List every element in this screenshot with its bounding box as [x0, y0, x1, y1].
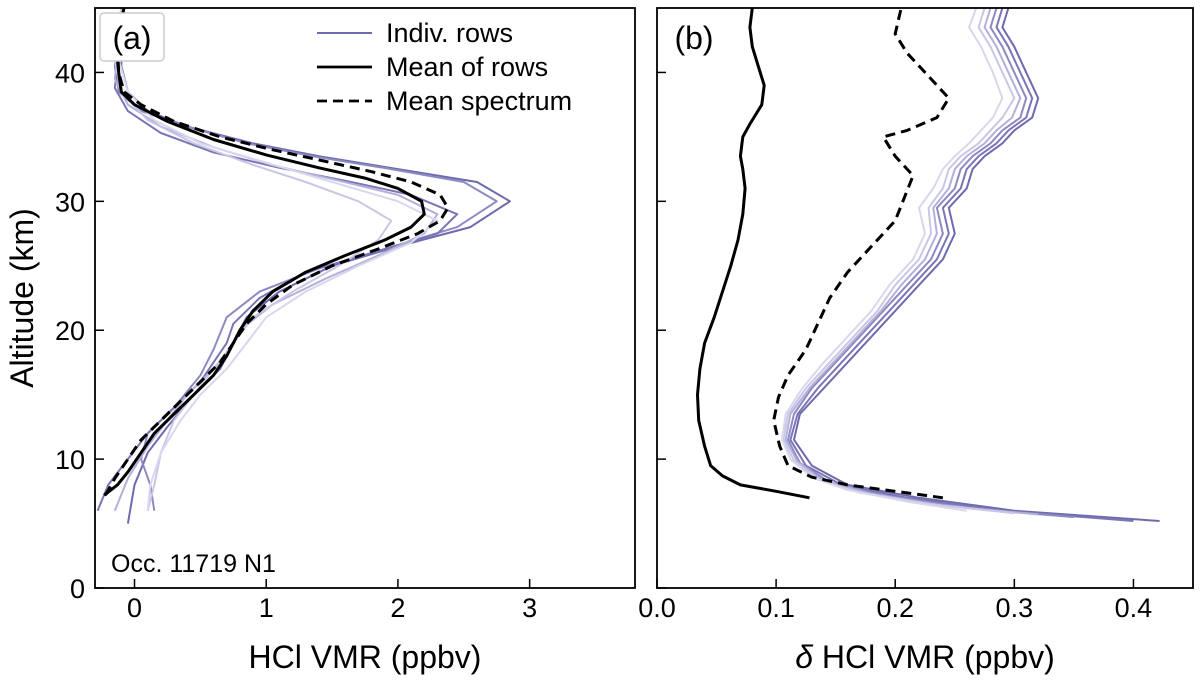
x-tick-label: 3 [522, 593, 537, 623]
x-tick-label: 2 [390, 593, 405, 623]
series-line-indiv-rows [113, 8, 393, 511]
series-line-mean-of-rows [696, 8, 810, 500]
y-axis-label: Altitude (km) [4, 208, 40, 388]
panel-a-frame [94, 7, 636, 589]
panel-b: 0.0 0.1 0.2 0.3 0.4 (b) δ HCl VMR (ppbv) [638, 7, 1194, 675]
x-tick-label: 0.3 [996, 593, 1034, 623]
x-tick-label: 0.4 [1115, 593, 1153, 623]
legend: Indiv. rows Mean of rows Mean spectrum [317, 18, 572, 116]
panel-b-x-axis-label: δ HCl VMR (ppbv) [795, 639, 1055, 675]
series-line-mean-of-rows [103, 8, 426, 497]
x-tick-label: 0.0 [638, 593, 676, 623]
panel-a-label-box [99, 12, 165, 62]
series-line-indiv-rows [793, 8, 1160, 522]
panel-b-ticks: 0.0 0.1 0.2 0.3 0.4 [638, 71, 1153, 623]
series-line-mean-spectrum [772, 8, 951, 500]
series-line-indiv-rows [782, 8, 1016, 515]
y-tick-label: 20 [55, 316, 85, 346]
panel-a-label: (a) [112, 20, 151, 56]
x-tick-label: 0.2 [876, 593, 914, 623]
occultation-annotation: Occ. 11719 N1 [111, 550, 276, 578]
series-line-indiv-rows [781, 8, 1004, 512]
panel-a-x-axis-label: HCl VMR (ppbv) [249, 639, 482, 675]
legend-label-indiv-rows: Indiv. rows [386, 18, 513, 48]
x-tick-label: 1 [259, 593, 274, 623]
panel-b-series [696, 8, 1160, 522]
legend-label-mean-of-rows: Mean of rows [386, 52, 548, 82]
series-line-indiv-rows [117, 8, 439, 511]
x-tick-label: 0.1 [757, 593, 795, 623]
y-tick-label: 0 [70, 574, 85, 604]
series-line-indiv-rows [787, 8, 1074, 519]
legend-label-mean-spectrum: Mean spectrum [386, 86, 572, 116]
series-line-mean-spectrum [104, 8, 450, 496]
panel-b-frame [656, 7, 1194, 589]
series-line-indiv-rows [784, 8, 1039, 516]
panel-a-series [96, 8, 511, 524]
series-line-indiv-rows [789, 8, 1134, 522]
y-tick-label: 30 [55, 187, 85, 217]
y-tick-label: 10 [55, 445, 85, 475]
series-line-indiv-rows [113, 8, 439, 512]
y-tick-label: 40 [55, 58, 85, 88]
panel-b-label: (b) [674, 20, 713, 56]
x-tick-label: 0 [127, 593, 142, 623]
